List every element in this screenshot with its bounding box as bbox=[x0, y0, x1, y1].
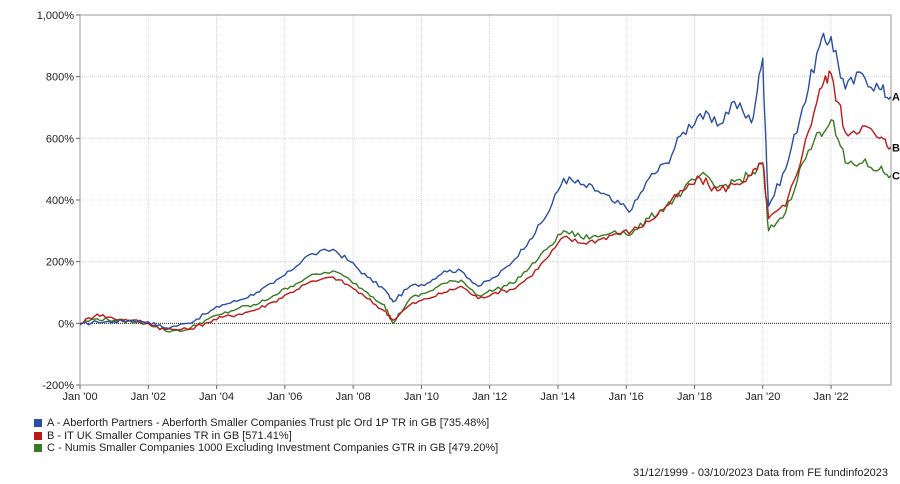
y-tick-label: -200% bbox=[42, 380, 74, 392]
series-line-a bbox=[79, 32, 892, 329]
plot-area bbox=[79, 14, 892, 386]
series-line-b bbox=[79, 70, 892, 331]
y-tick-label: 600% bbox=[46, 133, 74, 145]
axes: 1,000% 800% 600% 400% 200% 0% -200%Jan '00 Jan … bbox=[37, 10, 892, 403]
legend-item-c: C - Numis Smaller Companies 1000 Excludi… bbox=[34, 442, 498, 455]
end-labels: C B A bbox=[892, 92, 900, 183]
x-tick-label: Jan '06 bbox=[267, 391, 302, 403]
x-tick-label: Jan '04 bbox=[199, 391, 234, 403]
series-lines bbox=[79, 32, 892, 333]
legend-label-b: B - IT UK Smaller Companies TR in GB [57… bbox=[47, 429, 292, 442]
x-tick-label: Jan '14 bbox=[540, 391, 575, 403]
legend-swatch-a bbox=[34, 419, 42, 428]
y-tick-label: 0% bbox=[58, 318, 74, 330]
line-chart: 1,000% 800% 600% 400% 200% 0% -200%Jan '00 Jan … bbox=[37, 10, 900, 403]
x-tick-label: Jan '12 bbox=[472, 391, 507, 403]
legend-swatch-c bbox=[34, 444, 42, 453]
x-tick-label: Jan '08 bbox=[336, 391, 371, 403]
x-tick-label: Jan '02 bbox=[131, 391, 166, 403]
series-line-c bbox=[79, 119, 892, 333]
x-tick-label: Jan '20 bbox=[745, 391, 780, 403]
y-tick-label: 200% bbox=[46, 257, 74, 269]
y-tick-label: 400% bbox=[46, 195, 74, 207]
legend-swatch-b bbox=[34, 431, 42, 440]
grid-lines bbox=[80, 14, 891, 386]
series-end-label-c: C bbox=[892, 171, 900, 183]
x-tick-label: Jan '18 bbox=[677, 391, 712, 403]
x-tick-label: Jan '22 bbox=[814, 391, 849, 403]
legend: A - Aberforth Partners - Aberforth Small… bbox=[34, 417, 498, 455]
x-tick-label: Jan '10 bbox=[404, 391, 439, 403]
data-source-footer: 31/12/1999 - 03/10/2023 Data from FE fun… bbox=[632, 467, 888, 479]
y-tick-label: 1,000% bbox=[37, 10, 75, 22]
x-tick-label: Jan '00 bbox=[62, 391, 97, 403]
series-end-label-a: A bbox=[892, 92, 900, 104]
legend-label-c: C - Numis Smaller Companies 1000 Excludi… bbox=[47, 442, 499, 454]
x-tick-label: Jan '16 bbox=[609, 391, 644, 403]
y-tick-label: 800% bbox=[46, 72, 74, 84]
legend-label-a: A - Aberforth Partners - Aberforth Small… bbox=[47, 417, 490, 429]
legend-item-b: B - IT UK Smaller Companies TR in GB [57… bbox=[34, 430, 498, 443]
legend-item-a: A - Aberforth Partners - Aberforth Small… bbox=[34, 417, 498, 430]
series-end-label-b: B bbox=[892, 142, 900, 154]
